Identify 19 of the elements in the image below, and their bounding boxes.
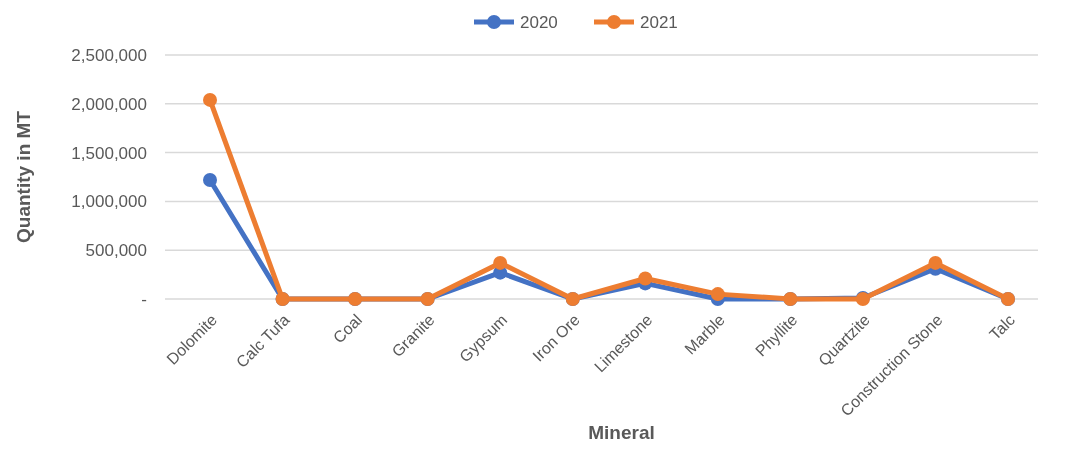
y-axis-title: Quantity in MT	[13, 110, 34, 243]
y-tick-label: 2,500,000	[71, 45, 147, 65]
legend-label: 2021	[640, 12, 678, 32]
point	[710, 287, 725, 302]
x-axis-title: Mineral	[588, 422, 655, 443]
point	[928, 255, 943, 270]
y-tick-label: 1,000,000	[71, 192, 147, 212]
y-tick-label: 1,500,000	[71, 143, 147, 163]
point	[203, 172, 217, 187]
x-tick-label: Talc	[985, 311, 1019, 344]
point	[638, 271, 653, 286]
y-tick-label: -	[141, 289, 147, 309]
x-tick-label: Iron Ore	[529, 311, 583, 365]
y-tick-label: 500,000	[85, 241, 147, 261]
x-tick-label: Calc Tufa	[232, 311, 293, 371]
point	[203, 92, 217, 107]
legend-label: 2020	[520, 12, 558, 32]
y-tick-label: 2,000,000	[71, 94, 147, 114]
point	[493, 255, 508, 270]
